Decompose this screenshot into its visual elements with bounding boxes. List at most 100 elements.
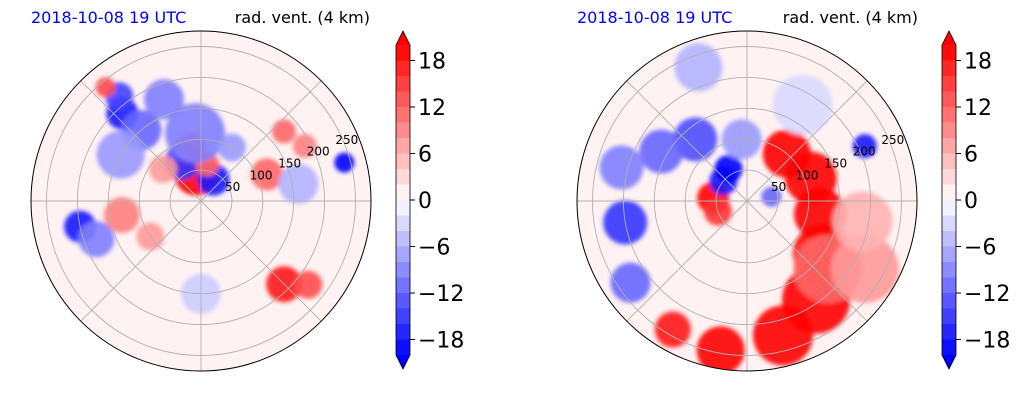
colorbar-level: [396, 277, 410, 294]
field-blob: [654, 311, 691, 348]
colorbar-level: [942, 324, 956, 341]
polar-plot-left: 2018-10-08 19 UTC rad. vent. (4 km) 50 10…: [30, 8, 372, 372]
field-blob: [696, 326, 745, 371]
field-blob: [334, 152, 355, 173]
colorbar-level: [396, 293, 410, 310]
colorbar-level: [942, 45, 956, 62]
angular-gridline: [626, 80, 748, 202]
radial-tick-label: 50: [771, 180, 786, 194]
colorbar-level: [942, 339, 956, 356]
colorbar-level: [396, 339, 410, 356]
colorbar-level: [396, 215, 410, 232]
field-blob: [294, 270, 323, 299]
colorbar-extend-min: [942, 355, 956, 369]
field-blob: [830, 235, 899, 303]
colorbar-level: [942, 215, 956, 232]
radial-tick-label: 200: [307, 145, 330, 159]
colorbar-left: 18 12 6 0 −6 −12 −18: [395, 30, 464, 370]
polar-outline: [30, 30, 372, 372]
field-blob: [78, 221, 115, 258]
colorbar-extend-min: [396, 355, 410, 369]
colorbar-level: [942, 262, 956, 279]
title-left: 2018-10-08 19 UTC: [31, 8, 186, 27]
title-left: 2018-10-08 19 UTC: [577, 8, 732, 27]
radial-tick-label: 200: [853, 145, 876, 159]
field-blob: [753, 305, 813, 366]
radial-tick-labels: 50 100 150 200 250: [225, 133, 358, 194]
colorbar-level: [942, 293, 956, 310]
polar-grid: [31, 31, 371, 371]
colorbar-tick-label: −12: [418, 282, 464, 307]
radial-tick-label: 100: [796, 168, 819, 182]
colorbar-level: [396, 308, 410, 325]
field-blob: [165, 103, 226, 164]
field-layer: [599, 43, 899, 371]
colorbar-level: [942, 138, 956, 155]
colorbar-tick-label: −6: [418, 236, 450, 261]
colorbar-level: [396, 169, 410, 186]
colorbar-level: [942, 246, 956, 263]
colorbar-level: [942, 153, 956, 170]
field-blob: [610, 262, 651, 303]
colorbar-level: [942, 200, 956, 217]
field-blob: [674, 43, 723, 92]
radial-tick-label: 150: [824, 157, 847, 171]
radial-tick-label: 150: [278, 157, 301, 171]
angular-gridline: [626, 200, 748, 322]
field-blob: [292, 133, 317, 158]
colorbar-level: [942, 91, 956, 108]
angular-gridline: [80, 80, 202, 202]
field-blob: [271, 119, 296, 144]
radial-tick-labels: 50 100 150 200 250: [771, 133, 904, 194]
colorbar-level: [942, 231, 956, 248]
colorbar-level: [942, 277, 956, 294]
angular-gridline: [80, 200, 202, 322]
radial-tick-label: 250: [335, 133, 358, 147]
angular-gridline: [200, 200, 322, 322]
colorbar-level: [942, 76, 956, 93]
colorbar-level: [396, 246, 410, 263]
field-blob: [144, 79, 184, 120]
colorbar-level: [396, 107, 410, 124]
colorbar-level: [396, 60, 410, 77]
radial-tick-label: 50: [225, 180, 240, 194]
colorbar-level: [396, 76, 410, 93]
colorbar-extend-max: [396, 31, 410, 45]
colorbar-tick-label: 0: [964, 189, 978, 214]
colorbar-outline: [941, 30, 957, 370]
colorbar-level: [942, 60, 956, 77]
colorbar-tick-label: 6: [964, 143, 978, 168]
colorbar-level: [396, 91, 410, 108]
angular-gridline: [746, 80, 868, 202]
colorbar-tick-label: 12: [964, 96, 992, 121]
field-blob: [852, 134, 877, 159]
colorbar-level: [396, 231, 410, 248]
colorbar-level: [396, 153, 410, 170]
polar-grid: [577, 31, 917, 371]
colorbar-outline: [395, 30, 411, 370]
colorbar-level: [396, 324, 410, 341]
colorbar-extend-max: [942, 31, 956, 45]
colorbar-level: [942, 169, 956, 186]
angular-gridline: [200, 80, 322, 202]
colorbar-level: [396, 45, 410, 62]
colorbar-right: 18 12 6 0 −6 −12 −18: [941, 30, 1010, 370]
colorbar-level: [942, 122, 956, 139]
colorbar-level: [396, 262, 410, 279]
colorbar-level: [396, 122, 410, 139]
field-blob: [639, 129, 684, 174]
title-right: rad. vent. (4 km): [235, 8, 370, 27]
colorbar-tick-label: −18: [418, 329, 464, 354]
angular-gridline: [746, 200, 868, 322]
colorbar-level: [942, 308, 956, 325]
field-blob: [278, 163, 319, 204]
field-blob: [599, 145, 644, 190]
field-blob: [250, 158, 283, 191]
field-blob: [772, 74, 833, 135]
radial-tick-label: 250: [881, 133, 904, 147]
colorbar-level: [396, 138, 410, 155]
polar-outline: [576, 30, 918, 372]
colorbar-level: [942, 107, 956, 124]
colorbar-tick-label: −12: [964, 282, 1010, 307]
